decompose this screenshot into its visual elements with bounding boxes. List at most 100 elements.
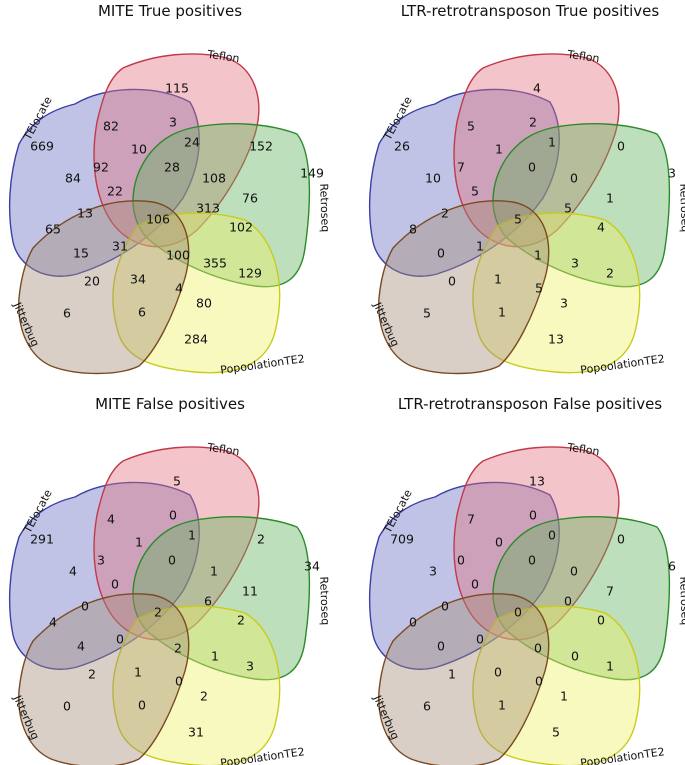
region-count-jit-tef-ret: 0 [168, 553, 176, 568]
panel-title: MITE False positives [95, 395, 245, 413]
set-label-retro: Retroseq [317, 183, 332, 232]
venn-panel-1: MITE True positivesTElocateTeflonRetrose… [8, 2, 332, 377]
set-ellipse-teflon [453, 446, 620, 641]
region-count-tel-only: 669 [30, 139, 54, 154]
region-count-jit-tel: 4 [49, 615, 57, 630]
region-count-jit-only: 5 [423, 306, 431, 321]
venn-panel-2: LTR-retrotransposon True positivesTEloca… [368, 2, 685, 377]
region-count-tef-ret-pop: 11 [242, 584, 258, 599]
region-count-jit-tef: 0 [495, 535, 503, 550]
region-count-pop-only: 284 [184, 332, 208, 347]
region-count-ret-only: 6 [668, 559, 676, 574]
set-ellipse-teloc [368, 88, 560, 277]
region-count-ret-jit-tel: 4 [77, 639, 85, 654]
region-count-tef-ret-pop: 7 [606, 584, 614, 599]
region-count-tef-pop: 1 [560, 689, 568, 704]
region-count-tel-only: 26 [394, 139, 410, 154]
region-count-not-pop: 106 [146, 212, 170, 227]
region-count-tel-ret-pop: 1 [210, 564, 218, 579]
region-count-tef-pop: 80 [196, 296, 212, 311]
region-count-jit-tef-ret: 0 [528, 160, 536, 175]
set-ellipse-teloc [368, 481, 560, 670]
region-count-tef-pop-jit: 4 [175, 281, 183, 296]
set-ellipse-retro [132, 123, 311, 288]
region-count-jit-tel-tef: 0 [441, 599, 449, 614]
region-count-ret-pop: 3 [246, 659, 254, 674]
region-count-tef-pop: 2 [200, 689, 208, 704]
set-label-teflon: Teflon [566, 48, 601, 66]
set-ellipse-jitter [18, 593, 190, 765]
region-count-ret-pop: 2 [606, 266, 614, 281]
region-count-not-jit: 4 [597, 220, 605, 235]
region-count-tel-tef: 5 [467, 119, 475, 134]
set-ellipse-teflon [93, 53, 260, 248]
region-count-jit-tel-tef: 2 [441, 206, 449, 221]
region-count-tel-tef-ret: 24 [184, 135, 200, 150]
region-count-pop-jit: 1 [498, 305, 506, 320]
region-count-tef-only: 13 [529, 474, 545, 489]
region-count-ret-jit-tel: 0 [437, 639, 445, 654]
region-count-pop-tel-tef: 5 [471, 184, 479, 199]
region-count-tel-tef: 4 [107, 512, 115, 527]
region-count-not-tef: 0 [571, 649, 579, 664]
region-count-jit-tef-ret: 0 [528, 553, 536, 568]
region-count-not-pop: 2 [154, 605, 162, 620]
region-count-ret-only: 149 [300, 166, 324, 181]
region-count-not-tef: 1 [211, 649, 219, 664]
region-count-ret-pop-jit: 1 [134, 665, 142, 680]
set-ellipse-teloc [8, 481, 200, 670]
region-count-pop-jit: 6 [138, 305, 146, 320]
set-ellipse-jitter [18, 200, 190, 375]
region-count-tel-tef-ret: 1 [188, 528, 196, 543]
region-count-ret-only: 34 [304, 559, 320, 574]
region-count-tef-only: 5 [173, 474, 181, 489]
region-count-tel-ret-pop: 0 [570, 564, 578, 579]
region-count-all: 1 [534, 248, 542, 263]
region-count-jit-only: 6 [423, 699, 431, 714]
region-count-ret-jit-tel: 15 [73, 246, 89, 261]
region-count-tef-pop-jit: 5 [535, 281, 543, 296]
region-count-ret-pop-jit: 1 [494, 272, 502, 287]
region-count-ret-pop-jit: 0 [494, 665, 502, 680]
region-count-tel-ret: 3 [169, 115, 177, 130]
region-count-pop-tel: 7 [457, 160, 465, 175]
region-count-pop-tel-tef: 0 [471, 577, 479, 592]
region-count-all: 2 [174, 641, 182, 656]
set-label-retro: Retroseq [677, 576, 685, 625]
region-count-tel-ret-pop: 0 [570, 171, 578, 186]
region-count-tef-ret: 0 [617, 139, 625, 154]
region-count-pop-jit-tel: 10 [425, 171, 441, 186]
set-ellipse-jitter [378, 593, 550, 765]
region-count-pop-only: 13 [548, 332, 564, 347]
region-count-jit-only: 0 [63, 699, 71, 714]
region-count-pop-tel-tef: 22 [107, 184, 123, 199]
region-count-tef-pop: 3 [560, 296, 568, 311]
region-count-pop-tel-tef: 0 [111, 577, 119, 592]
set-ellipse-popo [112, 212, 281, 374]
region-count-not-tel: 313 [196, 201, 220, 216]
region-count-pop-jit: 1 [498, 698, 506, 713]
region-count-ret-only: 3 [668, 166, 676, 181]
region-count-tel-only: 709 [390, 532, 414, 547]
region-count-not-pop: 0 [514, 605, 522, 620]
set-ellipse-retro [132, 516, 311, 681]
region-count-pop-only: 5 [552, 725, 560, 740]
region-count-tef-only: 115 [165, 81, 189, 96]
set-ellipse-teloc [8, 88, 200, 277]
set-label-teflon: Teflon [206, 48, 241, 66]
region-count-tel-only: 291 [30, 532, 54, 547]
region-count-jit-tef: 10 [131, 142, 147, 157]
set-ellipse-popo [112, 605, 281, 765]
region-count-tel-ret: 0 [529, 508, 537, 523]
region-count-all: 0 [534, 641, 542, 656]
region-count-not-ret: 31 [112, 239, 128, 254]
set-ellipse-teflon [93, 446, 260, 641]
region-count-tel-ret-pop: 108 [202, 171, 226, 186]
region-count-not-tel: 0 [564, 594, 572, 609]
region-count-tef-ret-pop: 76 [242, 191, 258, 206]
region-count-not-tef: 355 [203, 256, 227, 271]
set-ellipse-jitter [378, 200, 550, 375]
region-count-jit-only: 6 [63, 306, 71, 321]
